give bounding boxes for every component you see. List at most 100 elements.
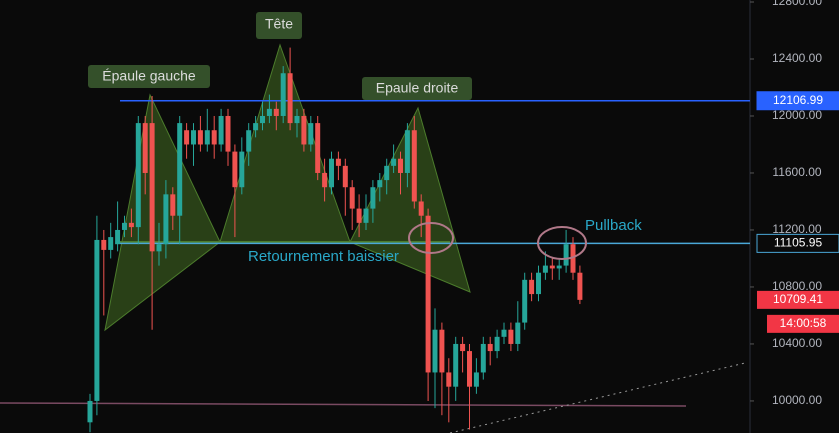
y-tick-label: 10400.00 (772, 336, 822, 350)
candle-body (425, 215, 431, 373)
candle-body (287, 73, 293, 124)
candle-body (356, 208, 362, 223)
candle-body (197, 130, 203, 145)
candle-body (108, 237, 114, 250)
candle-body (301, 115, 307, 145)
price-box (757, 290, 839, 309)
countdown: 14:00:58 (780, 316, 827, 330)
y-tick-label: 12000.00 (772, 108, 822, 122)
label-box (88, 65, 210, 88)
candle-body (135, 123, 141, 228)
annotation: Épaule gauche (102, 68, 196, 84)
candle-body (294, 115, 300, 124)
candle-body (218, 115, 224, 145)
y-tick-label: 12400.00 (772, 51, 822, 65)
candle-body (225, 115, 231, 152)
candle-body (163, 194, 169, 245)
candle-body (418, 201, 424, 216)
support-line (0, 402, 687, 407)
candle-body (273, 108, 279, 116)
candle-body (446, 372, 452, 387)
levels (120, 99, 750, 245)
candle-body (460, 343, 466, 352)
candle-body (494, 336, 500, 352)
candle-body (563, 244, 569, 266)
y-tick-label: 11200.00 (772, 222, 821, 236)
candle-body (487, 343, 493, 352)
label-box (256, 12, 302, 39)
candle-body (246, 130, 252, 152)
candle-body (570, 244, 576, 273)
candle-body (370, 187, 376, 209)
candle-body (115, 229, 121, 245)
candle-body (515, 322, 521, 344)
candle-body (184, 130, 190, 145)
candle-body (122, 222, 127, 230)
candle-body (239, 151, 245, 188)
y-tick-label: 12800.00 (772, 0, 822, 8)
candle-body (542, 265, 548, 273)
candle-body (508, 329, 514, 344)
candle-body (101, 239, 107, 250)
candle-body (529, 279, 535, 295)
candle-body (211, 130, 217, 145)
annotation: Retournement baissier (248, 248, 399, 265)
price-box (756, 233, 839, 253)
candle-body (191, 130, 196, 145)
annotation: Epaule droite (376, 80, 459, 96)
label-box (362, 77, 472, 100)
candle-body (177, 123, 183, 216)
candle-body (377, 180, 383, 188)
candle-body (391, 158, 397, 166)
price-box (756, 91, 839, 111)
candle-body (501, 329, 507, 337)
candle-body (232, 151, 238, 188)
trend-line (449, 362, 746, 433)
candle-body (384, 165, 390, 181)
candle-body (342, 165, 348, 188)
candles (87, 47, 583, 433)
y-tick-label: 10800.00 (772, 279, 822, 293)
circle (408, 222, 454, 254)
candle-body (322, 172, 328, 188)
candle-body (473, 372, 479, 387)
candle-body (349, 187, 355, 209)
countdown-box (767, 314, 839, 333)
candle-body (170, 194, 176, 216)
candle-body (335, 158, 341, 166)
candle-body (94, 239, 100, 401)
price-label: 10709.41 (773, 292, 823, 306)
candle-body (522, 279, 528, 323)
candle-body (266, 108, 272, 116)
pattern (104, 43, 471, 332)
candle-body (128, 222, 134, 228)
annotation: Pullback (585, 217, 642, 234)
y-tick-label: 11600.00 (772, 165, 821, 179)
candle-body (204, 130, 210, 145)
candle-body (280, 73, 286, 116)
candle-body (149, 123, 155, 252)
candle-body (411, 130, 417, 202)
annotation: Tête (265, 16, 293, 32)
candle-body (315, 123, 321, 173)
candle-body (308, 123, 314, 145)
candle-body (480, 343, 486, 373)
candle-body (556, 265, 562, 269)
candle-body (87, 400, 93, 423)
candle-body (329, 158, 334, 188)
candle-body (439, 329, 445, 373)
left-shoulder-shape (104, 93, 221, 332)
candle-body (142, 123, 148, 173)
right-shoulder-shape (349, 106, 471, 293)
candle-body (404, 130, 410, 173)
candle-body (260, 115, 265, 124)
candle-body (363, 208, 369, 223)
candle-body (156, 244, 162, 252)
price-label: 12106.99 (773, 93, 823, 107)
candle-body (432, 329, 438, 373)
candle-body (467, 351, 472, 387)
candle-body (253, 123, 259, 131)
circle (537, 226, 587, 260)
